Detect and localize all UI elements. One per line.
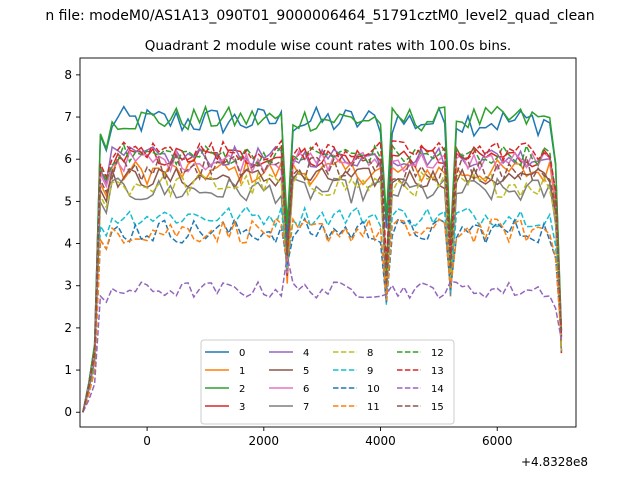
y-tick-label: 2 [64, 321, 72, 335]
plot-area [82, 104, 563, 413]
series-line-4 [82, 144, 563, 413]
y-tick-label: 8 [64, 68, 72, 82]
y-tick-label: 4 [64, 237, 72, 251]
series-line-9 [82, 205, 563, 413]
legend-label-3: 3 [239, 402, 245, 413]
legend-label-9: 9 [367, 366, 373, 377]
y-tick-label: 0 [64, 405, 72, 419]
legend-box [200, 339, 455, 425]
series-line-10 [82, 217, 563, 413]
legend-label-5: 5 [303, 366, 309, 377]
legend-label-10: 10 [367, 384, 380, 395]
series-line-15 [82, 154, 563, 413]
axes-frame [79, 57, 577, 428]
series-line-0 [82, 105, 563, 413]
legend-label-2: 2 [239, 384, 245, 395]
legend-label-6: 6 [303, 384, 309, 395]
legend-label-0: 0 [239, 348, 245, 359]
x-tick-label: 2000 [249, 434, 280, 448]
y-tick-label: 6 [64, 152, 72, 166]
legend-label-15: 15 [431, 402, 444, 413]
series-line-8 [82, 171, 563, 413]
series-line-3 [82, 145, 563, 413]
y-tick-label: 5 [64, 194, 72, 208]
legend-label-7: 7 [303, 402, 309, 413]
legend-label-12: 12 [431, 348, 444, 359]
legend-label-14: 14 [431, 384, 444, 395]
legend-label-8: 8 [367, 348, 373, 359]
series-line-5 [82, 166, 563, 413]
series-line-13 [82, 138, 563, 413]
series-line-12 [82, 142, 563, 413]
legend-label-11: 11 [367, 402, 380, 413]
legend-label-1: 1 [239, 366, 245, 377]
series-line-2 [82, 104, 563, 413]
series-line-1 [82, 158, 563, 413]
chart-supertitle: n file: modeM0/AS1A13_090T01_9000006464_… [45, 8, 594, 24]
legend-label-13: 13 [431, 366, 444, 377]
x-offset-label: +4.8328e8 [521, 455, 588, 469]
y-tick-label: 3 [64, 279, 72, 293]
y-tick-label: 1 [64, 363, 72, 377]
x-tick-label: 6000 [482, 434, 513, 448]
series-line-11 [82, 217, 563, 413]
chart-title: Quadrant 2 module wise count rates with … [145, 38, 511, 54]
y-tick-label: 7 [64, 110, 72, 124]
legend-label-4: 4 [303, 348, 309, 359]
x-tick-label: 4000 [365, 434, 396, 448]
series-line-7 [82, 176, 563, 413]
x-tick-label: 0 [143, 434, 151, 448]
series-line-14 [82, 256, 563, 413]
